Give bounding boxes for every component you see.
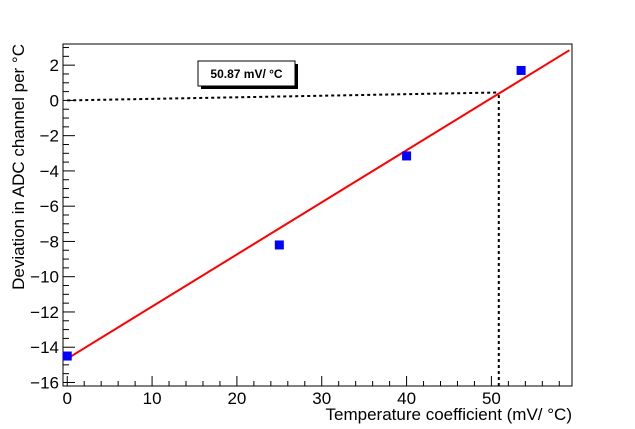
horizontal-guide-line (67, 91, 499, 102)
data-point (274, 240, 284, 250)
data-points (62, 65, 526, 361)
annotation-text: 50.87 mV/ °C (210, 67, 283, 81)
y-axis-tick-labels: −16 −14 −12 −10 −8 −6 −4 −2 0 2 (30, 56, 59, 392)
y-axis-title: Deviation in ADC channel per °C (9, 44, 28, 290)
y-tick-label: −6 (40, 197, 59, 216)
x-tick-label: 20 (227, 389, 246, 408)
x-tick-label: 50 (482, 389, 501, 408)
x-axis-tick-labels: 0 10 20 30 40 50 (63, 389, 501, 408)
data-point (402, 151, 412, 161)
y-tick-label: −12 (30, 303, 59, 322)
annotation-box: 50.87 mV/ °C (197, 60, 298, 89)
y-tick-label: −8 (40, 232, 59, 251)
x-axis-title: Temperature coefficient (mV/ °C) (326, 405, 572, 424)
y-tick-label: 2 (50, 56, 59, 75)
x-tick-label: 40 (397, 389, 416, 408)
x-tick-label: 10 (143, 389, 162, 408)
fit-line (66, 49, 570, 360)
y-tick-label: −10 (30, 268, 59, 287)
fit-line-group (66, 49, 570, 360)
x-tick-label: 0 (63, 389, 72, 408)
guide-lines (67, 91, 500, 386)
y-tick-label: −14 (30, 338, 59, 357)
data-point (62, 351, 72, 361)
x-axis-ticks (66, 376, 560, 386)
y-tick-label: −4 (40, 162, 59, 181)
y-tick-label: −16 (30, 373, 59, 392)
y-tick-label: −2 (40, 127, 59, 146)
y-tick-label: 0 (50, 91, 59, 110)
x-tick-label: 30 (312, 389, 331, 408)
data-point (516, 65, 526, 75)
y-axis-ticks (63, 47, 75, 383)
